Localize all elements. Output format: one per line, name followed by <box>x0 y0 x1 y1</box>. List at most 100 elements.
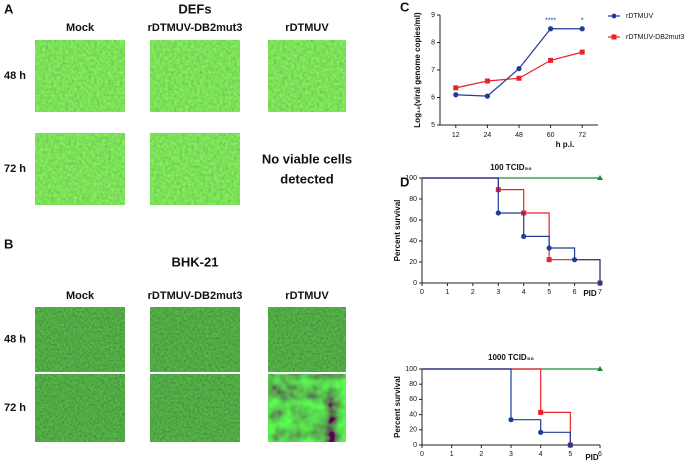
x-tick-label: 5 <box>568 451 572 458</box>
row-label: 48 h <box>4 333 26 345</box>
x-tick-label: 0 <box>420 451 424 458</box>
x-tick-label: 1 <box>445 289 449 296</box>
micrograph <box>268 40 346 112</box>
point <box>538 429 544 435</box>
series-line <box>455 28 583 97</box>
y-axis-label: Percent survival <box>393 200 402 262</box>
micrograph <box>35 374 125 442</box>
survival-curve <box>422 177 601 283</box>
point <box>548 57 554 63</box>
micrograph <box>35 307 125 372</box>
y-axis-label: Percent survival <box>393 376 402 438</box>
chart-title: 1000 TCID₅₀ <box>488 353 534 362</box>
point <box>571 257 578 263</box>
legend-marker <box>611 34 617 40</box>
point <box>538 409 544 415</box>
micrograph <box>150 307 240 372</box>
point <box>597 280 603 286</box>
micrograph <box>268 307 346 372</box>
panel-title: BHK-21 <box>172 254 219 269</box>
y-tick-label: 60 <box>409 217 417 224</box>
point <box>508 417 514 423</box>
column-header: rDTMUV-DB2mut3 <box>148 22 243 34</box>
annotation: **** <box>545 18 556 25</box>
y-tick-label: 8 <box>431 39 435 46</box>
x-tick-label: 1 <box>450 451 454 458</box>
x-tick-label: 5 <box>547 289 551 296</box>
y-tick-label: 7 <box>431 67 435 74</box>
y-tick-label: 20 <box>409 427 417 434</box>
survival-curve <box>422 368 571 445</box>
point <box>567 442 573 448</box>
micrograph <box>150 374 240 442</box>
point <box>516 66 522 72</box>
panel-label: C <box>400 0 410 14</box>
x-tick-label: 48 <box>515 132 523 139</box>
point <box>521 233 527 239</box>
x-tick-label: 3 <box>496 289 500 296</box>
y-tick-label: 40 <box>409 238 417 245</box>
x-tick-label: 6 <box>598 451 602 458</box>
point <box>546 257 552 263</box>
point <box>495 210 501 216</box>
column-header: Mock <box>66 290 95 302</box>
panel-label: D <box>400 174 409 189</box>
x-axis-label: h p.i. <box>556 140 575 149</box>
legend-label: rDTMUV <box>626 13 654 20</box>
y-tick-label: 9 <box>431 12 435 19</box>
micrograph <box>150 133 240 205</box>
point <box>579 26 585 32</box>
x-tick-label: 4 <box>539 451 543 458</box>
row-label: 72 h <box>4 163 26 175</box>
y-tick-label: 0 <box>413 442 417 449</box>
x-axis-label: PID <box>585 453 599 462</box>
y-tick-label: 20 <box>409 259 417 266</box>
chart-title: 100 TCID₅₀ <box>490 163 532 172</box>
y-tick-label: 100 <box>405 175 417 182</box>
column-header: Mock <box>66 22 95 34</box>
survival-curve <box>422 177 601 283</box>
row-label: 48 h <box>4 70 26 82</box>
x-tick-label: 2 <box>479 451 483 458</box>
point <box>579 49 585 55</box>
micrograph <box>35 133 125 205</box>
x-tick-label: 2 <box>471 289 475 296</box>
x-tick-label: 7 <box>598 289 602 296</box>
x-axis-label: PID <box>583 289 597 298</box>
panel-label: A <box>4 1 14 16</box>
x-tick-label: 0 <box>420 289 424 296</box>
x-tick-label: 60 <box>547 132 555 139</box>
x-tick-label: 4 <box>522 289 526 296</box>
micrograph <box>268 374 346 442</box>
point <box>597 366 603 371</box>
y-tick-label: 5 <box>431 122 435 129</box>
row-label: 72 h <box>4 402 26 414</box>
point <box>484 93 490 99</box>
x-tick-label: 24 <box>484 132 492 139</box>
y-tick-label: 40 <box>409 411 417 418</box>
y-tick-label: 80 <box>409 381 417 388</box>
point <box>516 75 522 81</box>
x-tick-label: 12 <box>452 132 460 139</box>
legend-label: rDTMUV-DB2mut3 <box>626 34 684 41</box>
x-tick-label: 3 <box>509 451 513 458</box>
column-header: rDTMUV <box>285 22 329 34</box>
column-header: rDTMUV-DB2mut3 <box>148 290 243 302</box>
x-tick-label: 6 <box>573 289 577 296</box>
y-tick-label: 60 <box>409 396 417 403</box>
point <box>548 26 554 32</box>
x-tick-label: 72 <box>578 132 586 139</box>
column-header: rDTMUV <box>285 290 329 302</box>
point <box>453 85 459 91</box>
y-tick-label: 100 <box>405 366 417 373</box>
y-tick-label: 6 <box>431 94 435 101</box>
point <box>484 78 490 84</box>
annotation: * <box>581 18 584 25</box>
micrograph <box>150 40 240 112</box>
y-tick-label: 80 <box>409 196 417 203</box>
survival-curve <box>422 368 571 445</box>
panel-label: B <box>4 236 13 251</box>
legend-marker <box>611 13 617 19</box>
note: No viable cells <box>262 151 352 166</box>
